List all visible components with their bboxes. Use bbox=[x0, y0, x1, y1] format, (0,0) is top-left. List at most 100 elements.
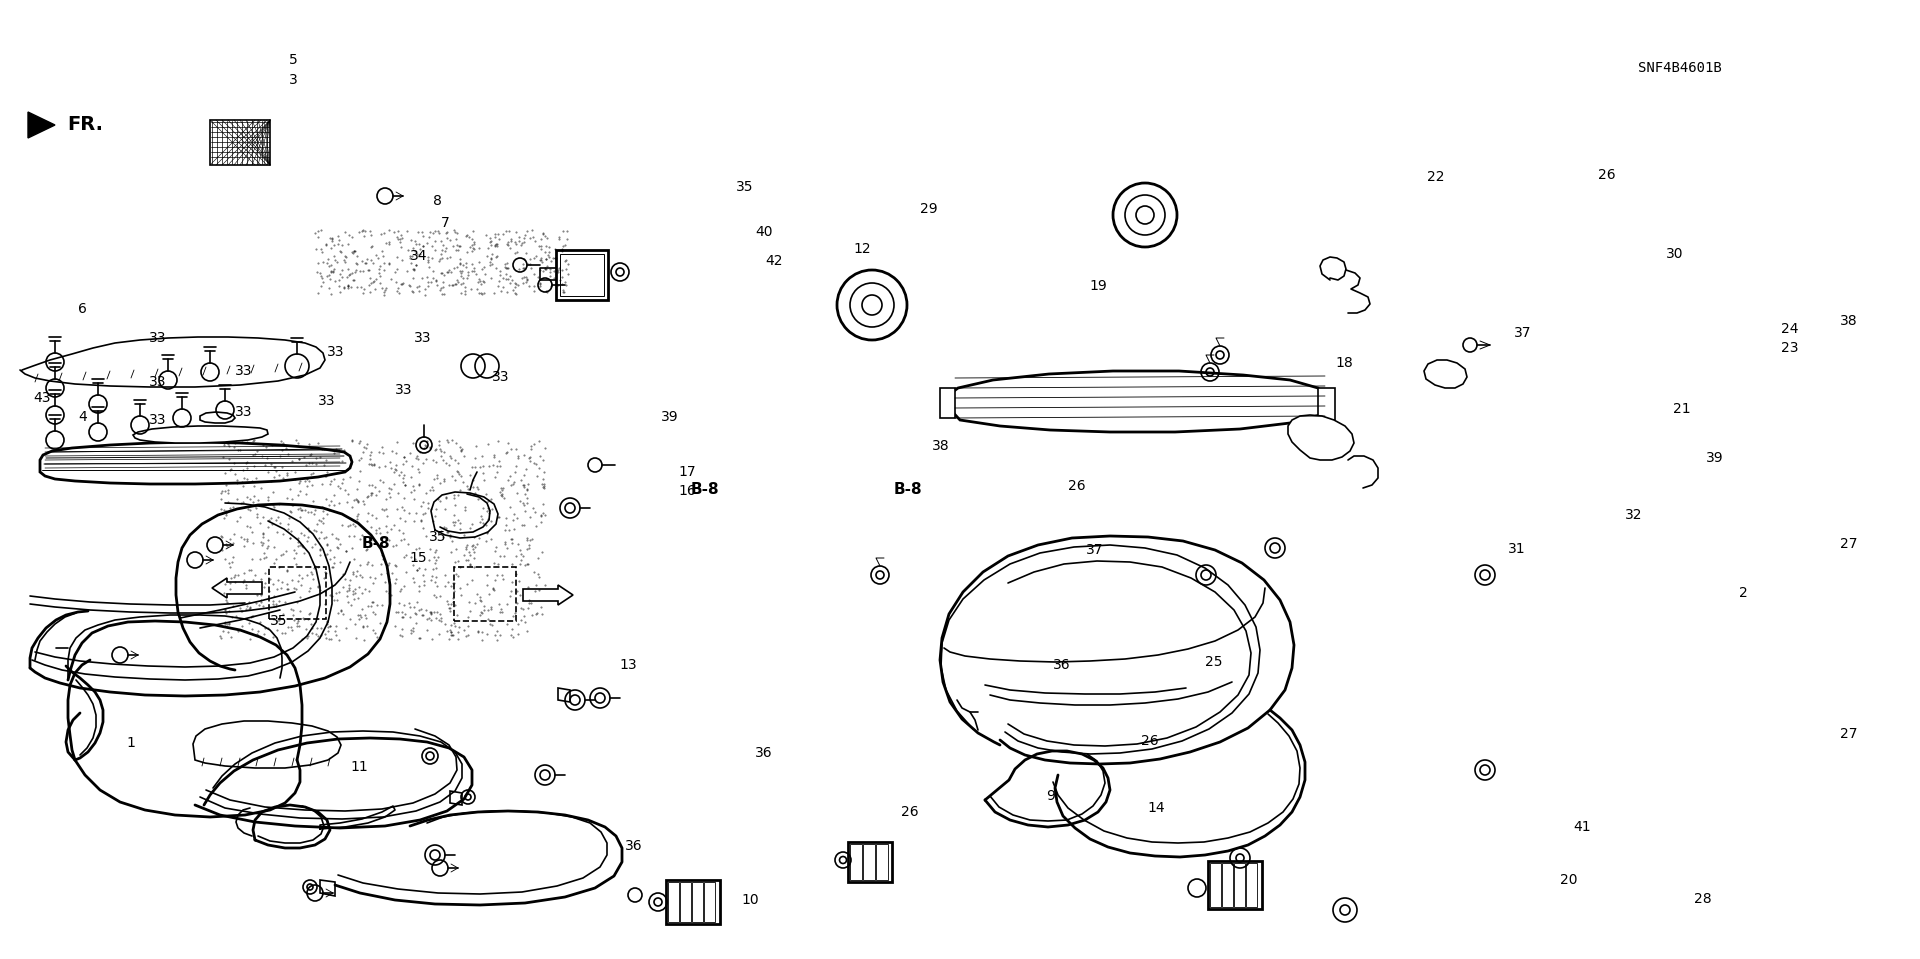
Polygon shape bbox=[209, 120, 271, 165]
Text: 36: 36 bbox=[1052, 658, 1071, 671]
Text: 30: 30 bbox=[1665, 247, 1684, 261]
Text: 33: 33 bbox=[326, 345, 346, 359]
Text: 33: 33 bbox=[148, 331, 167, 344]
Text: 38: 38 bbox=[1839, 315, 1859, 328]
Text: 33: 33 bbox=[234, 364, 253, 378]
Text: B-8: B-8 bbox=[691, 481, 718, 497]
Text: 33: 33 bbox=[394, 384, 413, 397]
Text: 33: 33 bbox=[492, 370, 511, 384]
Polygon shape bbox=[1208, 861, 1261, 909]
Text: 16: 16 bbox=[678, 484, 697, 498]
Text: 27: 27 bbox=[1839, 727, 1859, 740]
Text: 28: 28 bbox=[1693, 892, 1713, 905]
Text: 3: 3 bbox=[290, 73, 298, 86]
Text: 1: 1 bbox=[127, 737, 134, 750]
Text: B-8: B-8 bbox=[895, 481, 922, 497]
Text: SNF4B4601B: SNF4B4601B bbox=[1638, 61, 1722, 75]
Text: 33: 33 bbox=[317, 394, 336, 408]
Text: 2: 2 bbox=[1740, 586, 1747, 599]
Polygon shape bbox=[941, 388, 954, 418]
Polygon shape bbox=[194, 721, 342, 768]
Text: B-8: B-8 bbox=[363, 536, 390, 551]
Polygon shape bbox=[1425, 360, 1467, 388]
FancyBboxPatch shape bbox=[269, 567, 326, 619]
Polygon shape bbox=[1221, 863, 1233, 907]
Polygon shape bbox=[680, 882, 691, 922]
Text: 19: 19 bbox=[1089, 279, 1108, 292]
Text: 25: 25 bbox=[1204, 655, 1223, 668]
Text: 31: 31 bbox=[1507, 542, 1526, 555]
Polygon shape bbox=[1317, 388, 1334, 420]
Text: 39: 39 bbox=[1705, 452, 1724, 465]
Text: 36: 36 bbox=[755, 746, 774, 760]
Text: 37: 37 bbox=[1085, 543, 1104, 556]
Text: 32: 32 bbox=[1624, 508, 1644, 522]
Text: 17: 17 bbox=[678, 465, 697, 479]
Text: 33: 33 bbox=[413, 331, 432, 344]
Polygon shape bbox=[132, 426, 269, 443]
Text: 27: 27 bbox=[1839, 537, 1859, 550]
Text: 5: 5 bbox=[290, 54, 298, 67]
Polygon shape bbox=[1246, 863, 1258, 907]
Text: 29: 29 bbox=[920, 202, 939, 216]
Text: 26: 26 bbox=[1140, 735, 1160, 748]
Text: 33: 33 bbox=[148, 375, 167, 388]
Text: 13: 13 bbox=[618, 658, 637, 671]
Polygon shape bbox=[668, 882, 680, 922]
Text: 40: 40 bbox=[755, 225, 774, 239]
Polygon shape bbox=[849, 842, 893, 882]
Text: 4: 4 bbox=[79, 410, 86, 424]
Polygon shape bbox=[449, 791, 463, 805]
Text: 26: 26 bbox=[900, 806, 920, 819]
Polygon shape bbox=[1235, 863, 1244, 907]
Text: 6: 6 bbox=[79, 302, 86, 316]
Text: 39: 39 bbox=[660, 410, 680, 424]
FancyBboxPatch shape bbox=[453, 567, 516, 621]
Text: 20: 20 bbox=[1559, 874, 1578, 887]
Text: 42: 42 bbox=[764, 254, 783, 268]
Polygon shape bbox=[1210, 863, 1221, 907]
Text: 34: 34 bbox=[409, 249, 428, 263]
Polygon shape bbox=[557, 250, 609, 300]
Text: 35: 35 bbox=[428, 530, 447, 544]
Polygon shape bbox=[200, 412, 234, 423]
Polygon shape bbox=[321, 880, 334, 896]
Text: 26: 26 bbox=[1068, 480, 1087, 493]
Polygon shape bbox=[561, 254, 605, 296]
Text: 38: 38 bbox=[931, 439, 950, 453]
Text: 22: 22 bbox=[1427, 171, 1446, 184]
Text: 43: 43 bbox=[33, 391, 52, 405]
Text: 21: 21 bbox=[1672, 403, 1692, 416]
Polygon shape bbox=[40, 442, 351, 484]
Text: 12: 12 bbox=[852, 243, 872, 256]
Polygon shape bbox=[876, 844, 887, 880]
Text: 23: 23 bbox=[1780, 341, 1799, 355]
Text: 24: 24 bbox=[1780, 322, 1799, 336]
Polygon shape bbox=[691, 882, 703, 922]
Polygon shape bbox=[947, 371, 1331, 432]
Polygon shape bbox=[559, 688, 570, 702]
Text: 26: 26 bbox=[1597, 169, 1617, 182]
Text: 7: 7 bbox=[442, 217, 449, 230]
Polygon shape bbox=[29, 112, 56, 138]
FancyArrow shape bbox=[211, 578, 261, 598]
Text: 15: 15 bbox=[409, 551, 428, 565]
Text: 36: 36 bbox=[624, 839, 643, 853]
Text: 41: 41 bbox=[1572, 820, 1592, 833]
Text: 18: 18 bbox=[1334, 356, 1354, 369]
Polygon shape bbox=[851, 844, 862, 880]
Text: 37: 37 bbox=[1513, 326, 1532, 339]
Text: 33: 33 bbox=[234, 406, 253, 419]
Text: 14: 14 bbox=[1146, 802, 1165, 815]
Polygon shape bbox=[1288, 415, 1354, 460]
Text: 35: 35 bbox=[269, 615, 288, 628]
FancyArrow shape bbox=[522, 585, 572, 605]
Text: 35: 35 bbox=[735, 180, 755, 194]
Text: 11: 11 bbox=[349, 760, 369, 774]
Polygon shape bbox=[666, 880, 720, 924]
Text: 33: 33 bbox=[148, 413, 167, 427]
Polygon shape bbox=[705, 882, 714, 922]
Text: FR.: FR. bbox=[67, 115, 104, 134]
Text: 10: 10 bbox=[741, 893, 760, 906]
Text: 9: 9 bbox=[1046, 789, 1054, 803]
